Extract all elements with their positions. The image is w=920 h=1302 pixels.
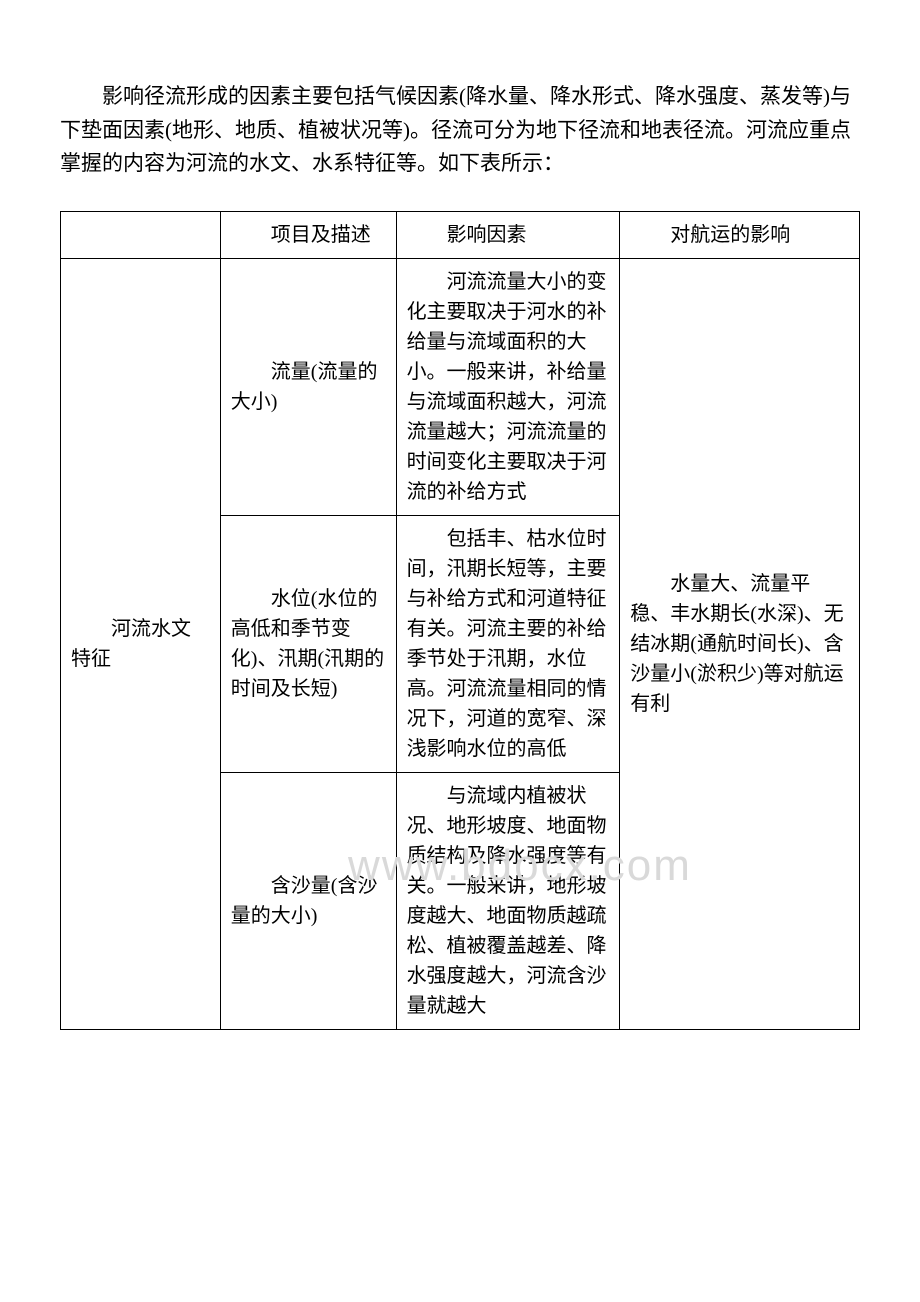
header-cell-empty: [61, 211, 221, 258]
table-container: www.bdocx.com 项目及描述 影响因素 对航运的影响 河流水文特征 流…: [60, 211, 860, 1030]
item-cell: 含沙量(含沙量的大小): [220, 772, 396, 1029]
item-cell: 水位(水位的高低和季节变化)、汛期(汛期的时间及长短): [220, 515, 396, 772]
effect-merged-cell: 水量大、流量平稳、丰水期长(水深)、无结冰期(通航时间长)、含沙量小(淤积少)等…: [620, 258, 860, 1029]
header-cell-item: 项目及描述: [220, 211, 396, 258]
table-header-row: 项目及描述 影响因素 对航运的影响: [61, 211, 860, 258]
item-cell: 流量(流量的大小): [220, 258, 396, 515]
factor-cell: 与流域内植被状况、地形坡度、地面物质结构及降水强度等有关。一般来讲，地形坡度越大…: [396, 772, 620, 1029]
intro-paragraph: 影响径流形成的因素主要包括气候因素(降水量、降水形式、降水强度、蒸发等)与下垫面…: [60, 80, 860, 181]
header-cell-factor: 影响因素: [396, 211, 620, 258]
factor-cell: 包括丰、枯水位时间，汛期长短等，主要与补给方式和河道特征有关。河流主要的补给季节…: [396, 515, 620, 772]
header-cell-effect: 对航运的影响: [620, 211, 860, 258]
table-row: 河流水文特征 流量(流量的大小) 河流流量大小的变化主要取决于河水的补给量与流域…: [61, 258, 860, 515]
rowspan-category-cell: 河流水文特征: [61, 258, 221, 1029]
factor-cell: 河流流量大小的变化主要取决于河水的补给量与流域面积的大小。一般来讲，补给量与流域…: [396, 258, 620, 515]
river-characteristics-table: 项目及描述 影响因素 对航运的影响 河流水文特征 流量(流量的大小) 河流流量大…: [60, 211, 860, 1030]
